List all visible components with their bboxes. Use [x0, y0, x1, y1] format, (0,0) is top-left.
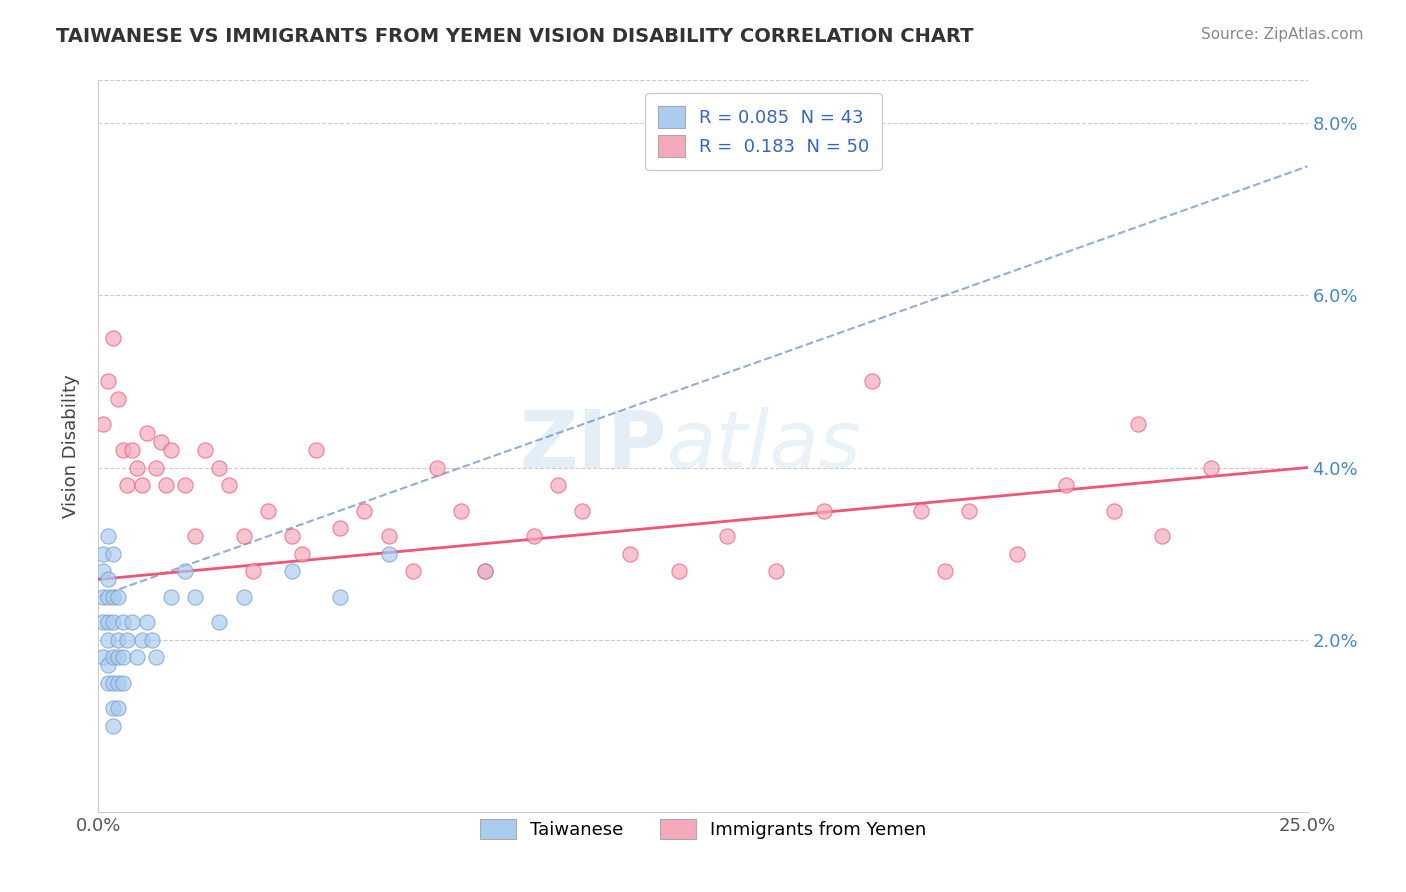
- Point: [218, 477, 240, 491]
- Point: [97, 573, 120, 587]
- Point: [107, 675, 129, 690]
- Point: [91, 547, 114, 561]
- Point: [97, 675, 120, 690]
- Point: [174, 477, 197, 491]
- Point: [668, 564, 690, 578]
- Point: [402, 564, 425, 578]
- Point: [97, 632, 120, 647]
- Point: [353, 503, 375, 517]
- Point: [97, 375, 120, 389]
- Point: [208, 460, 231, 475]
- Point: [619, 547, 641, 561]
- Point: [107, 392, 129, 406]
- Point: [101, 331, 124, 345]
- Legend: Taiwanese, Immigrants from Yemen: Taiwanese, Immigrants from Yemen: [472, 812, 934, 847]
- Point: [242, 564, 264, 578]
- Point: [117, 477, 139, 491]
- Point: [1152, 529, 1174, 543]
- Point: [91, 417, 114, 432]
- Point: [150, 434, 173, 449]
- Point: [290, 547, 312, 561]
- Point: [117, 632, 139, 647]
- Point: [131, 477, 153, 491]
- Point: [208, 615, 231, 630]
- Point: [1007, 547, 1029, 561]
- Point: [160, 443, 183, 458]
- Point: [111, 615, 134, 630]
- Point: [232, 590, 254, 604]
- Point: [121, 615, 143, 630]
- Point: [860, 375, 883, 389]
- Point: [131, 632, 153, 647]
- Point: [101, 590, 124, 604]
- Point: [145, 649, 167, 664]
- Point: [281, 529, 304, 543]
- Point: [135, 426, 157, 441]
- Text: ZIP: ZIP: [519, 407, 666, 485]
- Point: [305, 443, 328, 458]
- Point: [450, 503, 472, 517]
- Point: [101, 547, 124, 561]
- Point: [426, 460, 449, 475]
- Point: [107, 649, 129, 664]
- Point: [174, 564, 197, 578]
- Point: [232, 529, 254, 543]
- Point: [155, 477, 177, 491]
- Point: [194, 443, 217, 458]
- Point: [329, 521, 352, 535]
- Point: [571, 503, 593, 517]
- Point: [97, 615, 120, 630]
- Point: [523, 529, 546, 543]
- Point: [97, 658, 120, 673]
- Point: [957, 503, 980, 517]
- Point: [107, 632, 129, 647]
- Point: [281, 564, 304, 578]
- Point: [934, 564, 956, 578]
- Point: [97, 590, 120, 604]
- Point: [111, 675, 134, 690]
- Point: [184, 590, 207, 604]
- Point: [121, 443, 143, 458]
- Point: [474, 564, 496, 578]
- Point: [474, 564, 496, 578]
- Text: Source: ZipAtlas.com: Source: ZipAtlas.com: [1201, 27, 1364, 42]
- Point: [107, 590, 129, 604]
- Point: [141, 632, 163, 647]
- Point: [256, 503, 278, 517]
- Point: [160, 590, 183, 604]
- Point: [101, 675, 124, 690]
- Point: [91, 615, 114, 630]
- Text: TAIWANESE VS IMMIGRANTS FROM YEMEN VISION DISABILITY CORRELATION CHART: TAIWANESE VS IMMIGRANTS FROM YEMEN VISIO…: [56, 27, 974, 45]
- Point: [1102, 503, 1125, 517]
- Point: [716, 529, 738, 543]
- Point: [101, 701, 124, 715]
- Point: [91, 564, 114, 578]
- Point: [1199, 460, 1222, 475]
- Point: [111, 649, 134, 664]
- Point: [127, 649, 149, 664]
- Point: [547, 477, 569, 491]
- Point: [91, 590, 114, 604]
- Point: [184, 529, 207, 543]
- Y-axis label: Vision Disability: Vision Disability: [62, 374, 80, 518]
- Point: [111, 443, 134, 458]
- Point: [377, 547, 399, 561]
- Point: [813, 503, 835, 517]
- Point: [107, 701, 129, 715]
- Point: [135, 615, 157, 630]
- Point: [145, 460, 167, 475]
- Point: [377, 529, 399, 543]
- Point: [765, 564, 787, 578]
- Point: [910, 503, 932, 517]
- Text: atlas: atlas: [666, 407, 862, 485]
- Point: [91, 649, 114, 664]
- Point: [101, 719, 124, 733]
- Point: [1128, 417, 1150, 432]
- Point: [97, 529, 120, 543]
- Point: [329, 590, 352, 604]
- Point: [127, 460, 149, 475]
- Point: [1054, 477, 1077, 491]
- Point: [101, 615, 124, 630]
- Point: [101, 649, 124, 664]
